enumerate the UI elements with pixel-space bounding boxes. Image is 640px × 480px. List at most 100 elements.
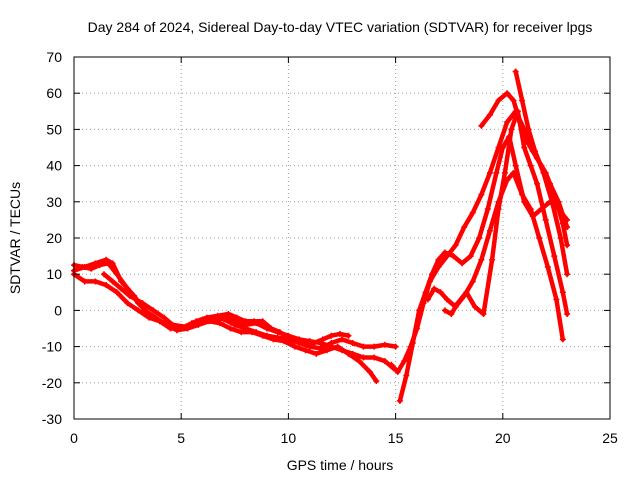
data-point [504, 90, 511, 97]
data-point [339, 347, 345, 354]
data-point [214, 312, 221, 319]
data-point [478, 191, 485, 198]
data-point [452, 242, 459, 249]
data-point [167, 325, 174, 332]
data-point [508, 126, 515, 133]
series-line [513, 69, 570, 277]
data-point [203, 314, 210, 321]
data-point [356, 358, 363, 365]
y-tick-label: 40 [46, 158, 62, 174]
y-tick-label: 20 [46, 230, 62, 246]
data-point [126, 292, 133, 299]
data-point [424, 296, 431, 303]
data-point [118, 285, 125, 292]
data-point [396, 397, 403, 404]
data-point [512, 68, 519, 75]
data-point [371, 354, 378, 361]
data-point [161, 314, 168, 321]
data-point [242, 318, 249, 325]
data-point [118, 278, 125, 285]
data-point [461, 224, 468, 231]
x-tick-label: 5 [177, 430, 185, 446]
data-point [92, 278, 99, 285]
data-point [441, 307, 448, 314]
data-point [486, 227, 493, 234]
data-point [409, 339, 416, 346]
data-point [454, 300, 461, 307]
data-point [499, 144, 506, 151]
x-tick-label: 25 [602, 430, 618, 446]
data-point [227, 325, 234, 332]
data-point [531, 148, 538, 155]
data-point [403, 372, 410, 379]
data-point [270, 336, 277, 343]
data-point [156, 318, 163, 325]
y-tick-label: 30 [46, 194, 62, 210]
data-point [328, 343, 335, 350]
data-point [519, 97, 526, 104]
data-point [527, 206, 534, 213]
data-point [542, 216, 549, 223]
data-point [493, 169, 500, 176]
data-point [231, 318, 238, 325]
x-tick-label: 15 [388, 430, 404, 446]
data-point [557, 235, 564, 241]
series-track-10 [512, 68, 571, 278]
data-point [549, 198, 556, 205]
data-point [323, 347, 330, 354]
data-point [422, 289, 429, 296]
data-point [381, 358, 388, 365]
data-point [259, 332, 266, 339]
y-tick-label: 10 [46, 266, 62, 282]
grid-layer [74, 57, 610, 419]
data-point [564, 216, 571, 223]
data-point [467, 253, 474, 260]
data-point [476, 235, 483, 241]
data-point [469, 209, 476, 216]
data-point [381, 341, 388, 348]
data-point [512, 162, 519, 169]
data-layer [71, 68, 571, 404]
data-point [448, 311, 455, 318]
data-point [495, 206, 502, 213]
data-point [429, 271, 436, 278]
data-point [81, 263, 88, 270]
data-point [392, 343, 399, 350]
data-point [124, 300, 131, 307]
data-point [360, 343, 367, 350]
data-point [394, 368, 401, 375]
data-point [366, 368, 373, 375]
data-point [291, 343, 298, 350]
data-point [540, 169, 547, 176]
data-point [248, 329, 255, 336]
y-tick-label: 0 [54, 302, 62, 318]
data-point [536, 235, 543, 241]
series-line [397, 134, 570, 404]
y-axis-label: SDTVAR / TECUs [7, 182, 23, 294]
data-point [311, 339, 318, 346]
data-point [319, 336, 326, 343]
data-point [388, 361, 395, 368]
data-point [459, 260, 466, 267]
x-tick-label: 10 [281, 430, 297, 446]
data-point [484, 206, 491, 213]
data-point [193, 318, 200, 325]
data-point [336, 330, 343, 337]
y-tick-label: -20 [42, 375, 62, 391]
data-point [101, 271, 108, 278]
data-point [268, 325, 275, 332]
data-point [349, 350, 356, 357]
x-axis-label: GPS time / hours [287, 457, 394, 473]
data-point [373, 377, 380, 384]
data-point [478, 256, 485, 263]
data-point [463, 289, 470, 296]
data-point [504, 119, 511, 126]
tick-layer: 0 5 10 15 20 25 -30 -20 -10 0 10 20 30 40 50 60 70 [42, 49, 618, 446]
data-point [559, 289, 566, 296]
data-point [225, 311, 232, 318]
data-point [371, 343, 378, 350]
data-point [435, 256, 442, 263]
data-point [238, 329, 245, 336]
y-tick-label: -10 [42, 339, 62, 355]
